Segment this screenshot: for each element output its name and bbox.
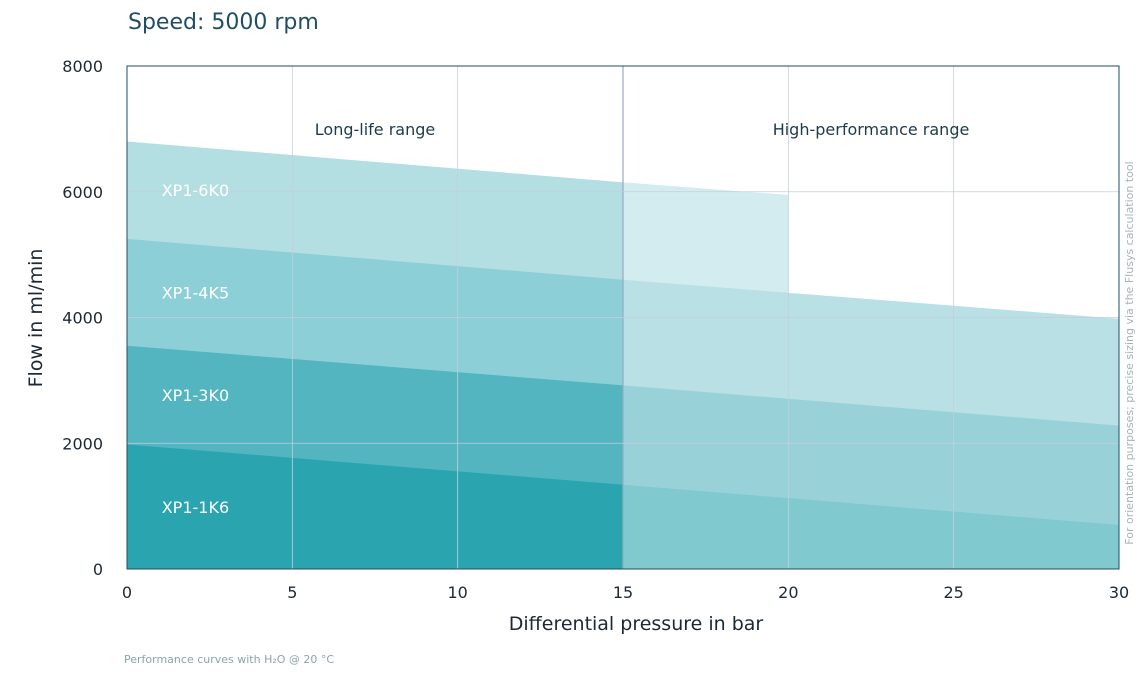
x-tick-label: 5 [287, 583, 297, 602]
series-label-xp1-4k5: XP1-4K5 [162, 283, 229, 302]
x-axis-ticks: 0 5 10 15 20 25 30 [122, 583, 1129, 602]
range-labels: Long-life range High-performance range [315, 120, 970, 139]
series-labels: XP1-6K0 XP1-4K5 XP1-3K0 XP1-1K6 [162, 181, 229, 517]
y-tick-label: 0 [93, 560, 103, 579]
range-label-long-life-range: Long-life range [315, 120, 435, 139]
area-xp1-1k6-long-life [127, 444, 623, 569]
y-axis-ticks: 0 2000 4000 6000 8000 [62, 57, 103, 579]
range-label-high-performance-range: High-performance range [773, 120, 970, 139]
x-tick-label: 20 [778, 583, 798, 602]
footnote: Performance curves with H₂O @ 20 °C [124, 653, 334, 666]
y-tick-label: 2000 [62, 434, 103, 453]
side-note: For orientation purposes; precise sizing… [1123, 161, 1136, 544]
series-areas [127, 141, 1119, 569]
x-tick-label: 30 [1109, 583, 1129, 602]
series-label-xp1-3k0: XP1-3K0 [162, 386, 229, 405]
x-tick-label: 10 [447, 583, 467, 602]
plot-frame [126, 65, 1120, 570]
x-axis-title: Differential pressure in bar [509, 613, 764, 635]
grid-lines [127, 66, 1119, 569]
y-axis-title: Flow in ml/min [25, 249, 47, 388]
y-tick-label: 6000 [62, 183, 103, 202]
y-tick-label: 4000 [62, 309, 103, 328]
y-tick-label: 8000 [62, 57, 103, 76]
series-label-xp1-1k6: XP1-1K6 [162, 498, 229, 517]
chart-title: Speed: 5000 rpm [128, 10, 319, 35]
x-tick-label: 15 [613, 583, 633, 602]
series-label-xp1-6k0: XP1-6K0 [162, 181, 229, 200]
area-xp1-1k6-high-performance [623, 484, 1119, 569]
x-tick-label: 0 [122, 583, 132, 602]
x-tick-label: 25 [943, 583, 963, 602]
